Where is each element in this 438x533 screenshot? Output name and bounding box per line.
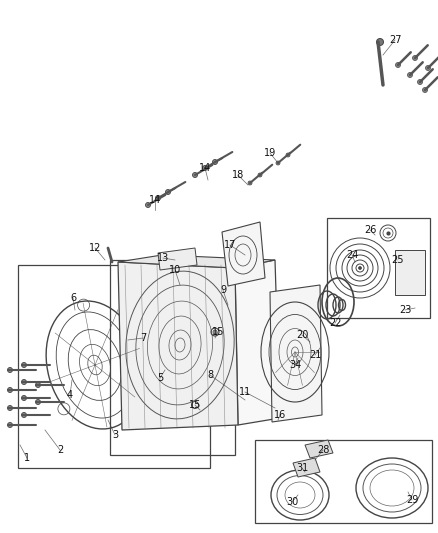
Ellipse shape bbox=[258, 173, 262, 177]
Polygon shape bbox=[118, 262, 238, 430]
Ellipse shape bbox=[21, 413, 27, 417]
Polygon shape bbox=[118, 255, 275, 268]
Text: 26: 26 bbox=[364, 225, 376, 235]
Ellipse shape bbox=[396, 62, 400, 68]
Text: 6: 6 bbox=[70, 293, 76, 303]
Text: 8: 8 bbox=[207, 370, 213, 380]
Ellipse shape bbox=[21, 379, 27, 384]
Ellipse shape bbox=[7, 387, 13, 392]
Ellipse shape bbox=[425, 66, 431, 70]
Ellipse shape bbox=[21, 395, 27, 400]
Ellipse shape bbox=[276, 161, 280, 165]
Ellipse shape bbox=[155, 196, 160, 200]
Text: 31: 31 bbox=[296, 463, 308, 473]
Bar bbox=[18, 265, 210, 468]
Bar bbox=[327, 218, 430, 318]
Ellipse shape bbox=[35, 383, 40, 387]
Text: 7: 7 bbox=[140, 333, 146, 343]
Text: 25: 25 bbox=[391, 255, 403, 265]
Text: 15: 15 bbox=[189, 400, 201, 410]
Ellipse shape bbox=[417, 79, 423, 85]
Ellipse shape bbox=[7, 406, 13, 410]
Text: 11: 11 bbox=[239, 387, 251, 397]
Text: 9: 9 bbox=[220, 285, 226, 295]
Ellipse shape bbox=[377, 38, 384, 45]
Text: 17: 17 bbox=[224, 240, 236, 250]
Ellipse shape bbox=[213, 330, 217, 334]
Text: 24: 24 bbox=[346, 250, 358, 260]
Text: 21: 21 bbox=[309, 350, 321, 360]
Ellipse shape bbox=[21, 362, 27, 367]
Text: 14: 14 bbox=[199, 163, 211, 173]
Text: 16: 16 bbox=[274, 410, 286, 420]
Bar bbox=[110, 260, 235, 455]
Ellipse shape bbox=[212, 159, 218, 165]
Ellipse shape bbox=[202, 166, 208, 171]
Ellipse shape bbox=[423, 87, 427, 93]
Text: 4: 4 bbox=[67, 390, 73, 400]
Text: 27: 27 bbox=[389, 35, 401, 45]
Polygon shape bbox=[270, 285, 322, 422]
Polygon shape bbox=[293, 458, 320, 477]
Ellipse shape bbox=[145, 203, 151, 207]
Ellipse shape bbox=[7, 423, 13, 427]
Polygon shape bbox=[235, 260, 280, 425]
Text: 14: 14 bbox=[149, 195, 161, 205]
Text: 12: 12 bbox=[89, 243, 101, 253]
Text: 1: 1 bbox=[24, 453, 30, 463]
Ellipse shape bbox=[35, 400, 40, 405]
Ellipse shape bbox=[286, 153, 290, 157]
Text: 3: 3 bbox=[112, 430, 118, 440]
Ellipse shape bbox=[413, 55, 417, 61]
Text: 2: 2 bbox=[57, 445, 63, 455]
Polygon shape bbox=[222, 222, 265, 286]
Text: 18: 18 bbox=[232, 170, 244, 180]
Text: 13: 13 bbox=[157, 253, 169, 263]
Text: 20: 20 bbox=[296, 330, 308, 340]
Polygon shape bbox=[158, 248, 197, 270]
Ellipse shape bbox=[166, 190, 170, 195]
Ellipse shape bbox=[192, 173, 198, 177]
Text: 10: 10 bbox=[169, 265, 181, 275]
Text: 22: 22 bbox=[329, 318, 341, 328]
Text: 19: 19 bbox=[264, 148, 276, 158]
Polygon shape bbox=[305, 440, 333, 458]
Polygon shape bbox=[395, 250, 425, 295]
Ellipse shape bbox=[7, 367, 13, 373]
Text: 28: 28 bbox=[317, 445, 329, 455]
Text: 15: 15 bbox=[212, 327, 224, 337]
Text: 23: 23 bbox=[399, 305, 411, 315]
Ellipse shape bbox=[358, 266, 361, 270]
Ellipse shape bbox=[248, 181, 252, 185]
Bar bbox=[255, 440, 432, 523]
Text: 5: 5 bbox=[157, 373, 163, 383]
Ellipse shape bbox=[407, 72, 413, 77]
Text: 30: 30 bbox=[286, 497, 298, 507]
Text: 34: 34 bbox=[289, 360, 301, 370]
Text: 29: 29 bbox=[406, 495, 418, 505]
